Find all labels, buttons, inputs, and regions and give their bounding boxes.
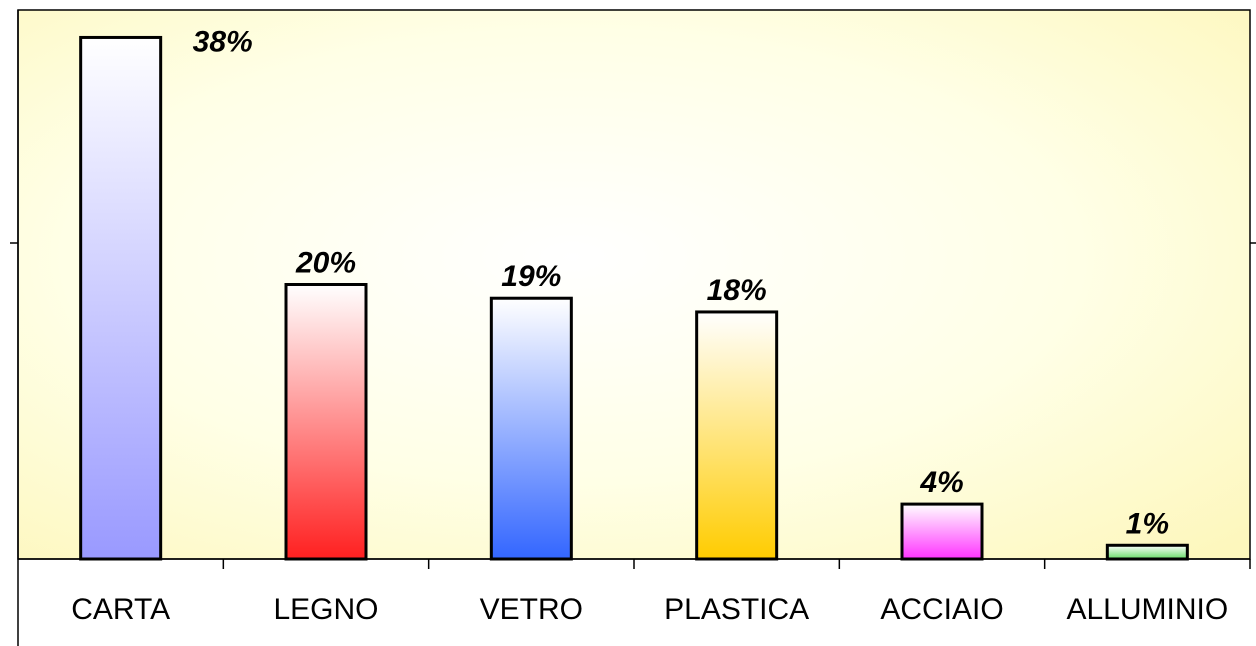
plot-area — [17, 9, 1251, 560]
category-label-legno: LEGNO — [273, 593, 378, 626]
bar-alluminio — [1105, 543, 1189, 561]
bar-acciaio — [900, 502, 984, 561]
bar-legno — [284, 283, 368, 561]
category-label-alluminio: ALLUMINIO — [1066, 593, 1228, 626]
labels-group: 38% CARTA 20% LEGNO 19% VETRO 18% PLASTICA 4% ACC… — [71, 25, 1228, 626]
bar-plastica — [695, 310, 779, 561]
bar-vetro — [489, 296, 573, 561]
value-label-acciaio: 4% — [919, 466, 963, 499]
category-label-carta: CARTA — [71, 593, 170, 626]
bar-carta — [79, 35, 163, 561]
value-label-vetro: 19% — [501, 260, 561, 293]
value-label-alluminio: 1% — [1126, 507, 1169, 540]
category-label-acciaio: ACCIAIO — [880, 593, 1003, 626]
bars-group — [79, 35, 1189, 561]
value-label-legno: 20% — [295, 247, 356, 280]
category-label-plastica: PLASTICA — [664, 593, 809, 626]
value-label-plastica: 18% — [707, 274, 767, 307]
value-label-carta: 38% — [193, 25, 253, 58]
category-label-vetro: VETRO — [480, 593, 583, 626]
x-ticks-group — [222, 559, 1251, 569]
